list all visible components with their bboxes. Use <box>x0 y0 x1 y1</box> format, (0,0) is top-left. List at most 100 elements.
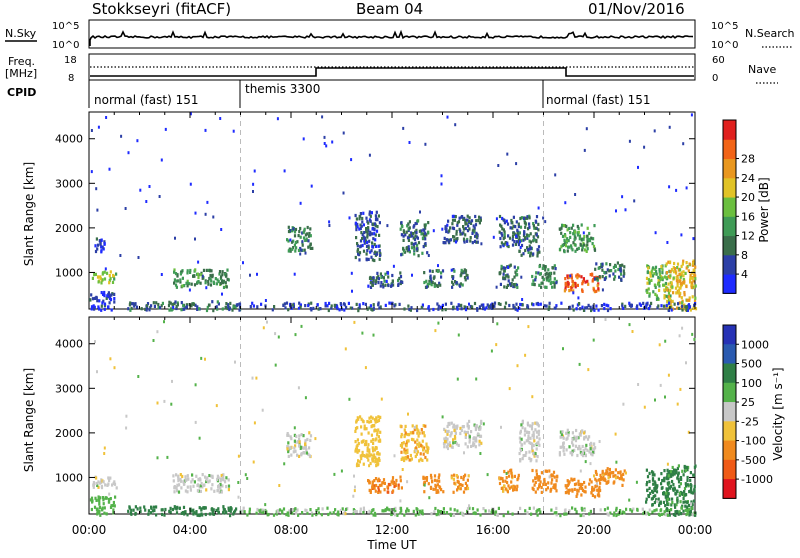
velocity-echo-cell <box>364 442 367 446</box>
velocity-echo-cell <box>359 454 362 458</box>
velocity-echo-cell <box>425 445 428 449</box>
velocity-echo-cell <box>590 491 593 495</box>
power-echo-cell <box>509 282 512 286</box>
power-echo-cell <box>485 306 488 310</box>
velocity-echo-cell <box>664 395 666 399</box>
power-echo-cell <box>426 251 429 255</box>
power-echo-cell <box>96 208 99 212</box>
velocity-echo-cell <box>374 477 378 481</box>
velocity-echo-cell <box>482 422 485 426</box>
power-echo-cell <box>433 284 436 288</box>
power-echo-cell <box>103 240 106 244</box>
power-echo-cell <box>100 245 103 249</box>
velocity-echo-cell <box>589 509 592 513</box>
power-echo-cell <box>287 229 291 234</box>
power-echo-cell <box>128 303 131 307</box>
velocity-echo-cell <box>383 481 386 485</box>
power-echo-cell <box>297 248 301 252</box>
velocity-echo-cell <box>371 438 375 442</box>
power-echo-cell <box>252 182 255 186</box>
velocity-echo-cell <box>172 479 175 483</box>
velocity-echo-cell <box>553 511 556 515</box>
power-echo-cell <box>455 305 458 309</box>
power-ytick-label: 4000 <box>55 133 83 146</box>
velocity-echo-cell <box>108 492 111 496</box>
power-echo-cell <box>561 234 565 238</box>
velocity-echo-cell <box>201 473 204 477</box>
power-echo-cell <box>691 263 694 267</box>
velocity-echo-cell <box>295 511 298 515</box>
power-echo-cell <box>649 271 652 275</box>
velocity-echo-cell <box>112 511 115 515</box>
velocity-echo-cell <box>410 431 413 435</box>
power-echo-cell <box>536 235 540 239</box>
power-echo-cell <box>573 238 576 242</box>
power-colorbar-tick: 12 <box>741 230 755 243</box>
velocity-echo-cell <box>597 478 600 482</box>
velocity-echo-cell <box>422 424 425 428</box>
velocity-echo-cell <box>309 434 313 438</box>
velocity-echo-cell <box>681 491 684 495</box>
velocity-echo-cell <box>205 479 208 484</box>
velocity-echo-cell <box>660 486 663 490</box>
velocity-echo-cell <box>374 489 377 493</box>
power-echo-cell <box>526 233 529 237</box>
power-echo-cell <box>145 308 148 312</box>
velocity-echo-cell <box>354 429 357 433</box>
velocity-echo-cell <box>648 479 651 484</box>
power-echo-cell <box>574 230 577 234</box>
velocity-echo-cell <box>95 476 98 480</box>
power-echo-cell <box>369 214 372 218</box>
velocity-echo-cell <box>339 508 342 513</box>
velocity-echo-cell <box>308 446 311 450</box>
velocity-echo-cell <box>459 426 462 430</box>
velocity-echo-cell <box>660 472 663 476</box>
power-echo-cell <box>108 274 111 278</box>
velocity-echo-cell <box>521 426 524 430</box>
power-echo-cell <box>514 225 517 229</box>
power-echo-cell <box>391 279 394 283</box>
velocity-echo-cell <box>674 513 677 517</box>
power-echo-cell <box>99 277 102 281</box>
cpid-segment-2: themis 3300 <box>245 82 320 96</box>
velocity-echo-cell <box>417 512 420 516</box>
power-echo-cell <box>471 231 474 235</box>
power-echo-cell <box>310 301 313 305</box>
velocity-echo-cell <box>317 511 320 515</box>
velocity-echo-cell <box>609 472 612 476</box>
power-echo-cell <box>663 283 666 287</box>
power-echo-cell <box>576 303 579 307</box>
velocity-echo-cell <box>348 397 351 401</box>
velocity-echo-cell <box>681 504 684 508</box>
power-echo-cell <box>676 262 680 266</box>
velocity-echo-cell <box>607 513 610 517</box>
power-colorbar-segment <box>723 139 736 160</box>
power-echo-cell <box>502 276 505 280</box>
velocity-echo-cell <box>182 480 185 484</box>
velocity-echo-cell <box>532 433 535 437</box>
velocity-echo-cell <box>217 507 220 511</box>
power-echo-cell <box>291 247 294 251</box>
velocity-echo-cell <box>195 474 198 478</box>
power-echo-cell <box>673 261 676 266</box>
velocity-echo-cell <box>554 483 557 487</box>
power-echo-cell <box>553 277 556 281</box>
power-echo-cell <box>505 274 508 278</box>
power-echo-cell <box>418 229 421 233</box>
velocity-echo-cell <box>677 477 680 481</box>
power-echo-cell <box>407 222 410 226</box>
velocity-echo-cell <box>534 453 537 457</box>
velocity-echo-cell <box>559 430 562 434</box>
velocity-echo-cell <box>500 425 502 429</box>
velocity-echo-cell <box>400 435 403 439</box>
power-echo-cell <box>173 281 176 285</box>
power-echo-cell <box>101 245 104 249</box>
velocity-echo-cell <box>404 455 407 460</box>
power-echo-cell <box>359 226 362 231</box>
power-echo-cell <box>424 142 427 146</box>
power-echo-cell <box>628 139 631 143</box>
velocity-echo-cell <box>681 469 684 473</box>
power-echo-cell <box>457 220 461 224</box>
power-echo-cell <box>497 302 500 306</box>
power-echo-cell <box>424 226 427 230</box>
